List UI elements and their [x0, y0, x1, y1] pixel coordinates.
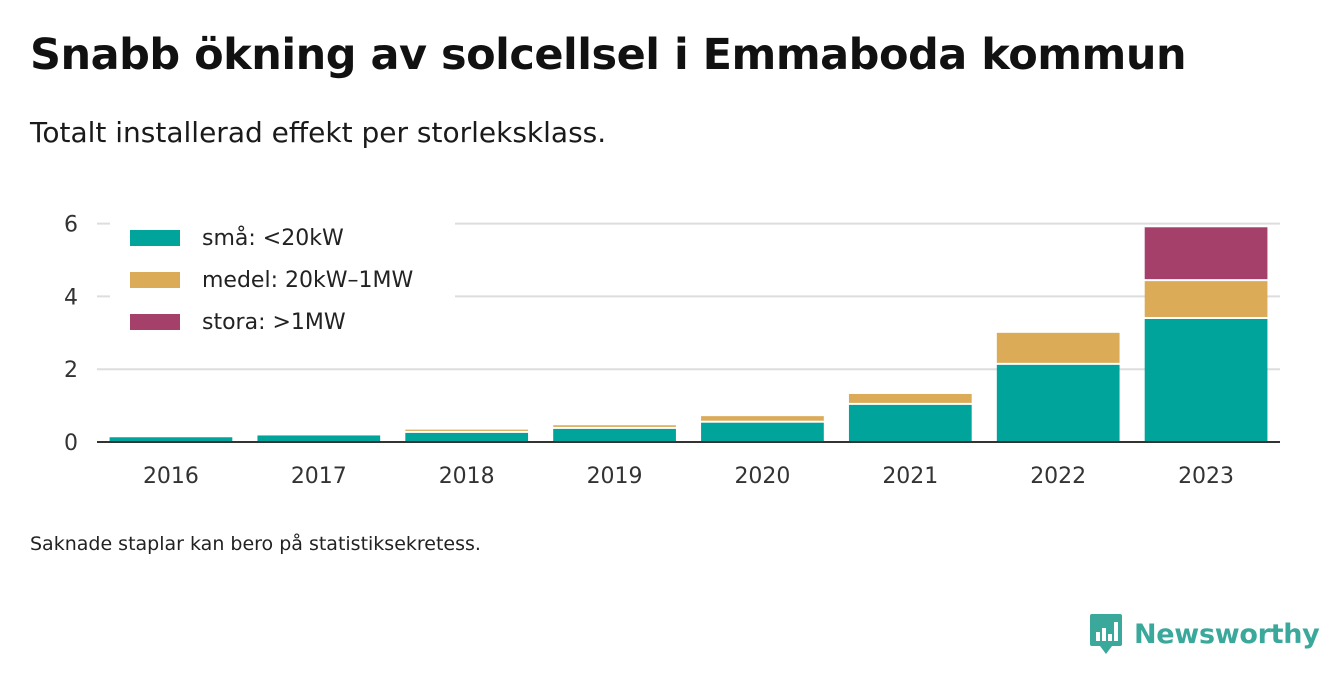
bar-segment — [405, 432, 529, 442]
x-tick-label: 2022 — [1030, 464, 1086, 489]
bar-segment — [405, 429, 529, 431]
legend-label: små: <20kW — [202, 225, 344, 251]
y-tick-label: 0 — [64, 431, 78, 456]
legend-swatch — [130, 272, 180, 288]
bars — [109, 227, 1268, 442]
newsworthy-logo-icon — [1090, 614, 1122, 654]
x-tick-label: 2018 — [439, 464, 495, 489]
bar-segment — [257, 435, 381, 442]
bar-segment — [701, 422, 824, 442]
bar-segment — [1144, 281, 1268, 317]
legend: små: <20kW medel: 20kW–1MW stora: >1MW — [110, 215, 455, 345]
y-tick-label: 6 — [64, 213, 78, 238]
bar-segment — [701, 416, 824, 421]
brand-name: Newsworthy — [1134, 618, 1320, 650]
brand: Newsworthy — [1088, 612, 1320, 656]
x-tick-label: 2020 — [734, 464, 790, 489]
legend-swatch — [130, 230, 180, 246]
x-tick-label: 2023 — [1178, 464, 1234, 489]
bar-segment — [553, 428, 676, 442]
y-axis-ticks: 0 2 4 6 — [64, 213, 78, 456]
y-tick-label: 4 — [64, 285, 78, 310]
legend-swatch — [130, 314, 180, 330]
x-tick-label: 2017 — [291, 464, 347, 489]
chart-title: Snabb ökning av solcellsel i Emmaboda ko… — [30, 30, 1187, 80]
x-tick-label: 2019 — [587, 464, 643, 489]
footnote: Saknade staplar kan bero på statistiksek… — [30, 533, 481, 555]
stacked-bar-chart: 0 2 4 6 2016 2017 2018 2019 2020 2021 2022 2023 sm… — [64, 213, 1280, 489]
bar-segment — [1144, 318, 1268, 442]
bar-segment — [848, 404, 972, 442]
legend-label: medel: 20kW–1MW — [202, 268, 413, 293]
y-tick-label: 2 — [64, 358, 78, 383]
legend-label: stora: >1MW — [202, 310, 346, 335]
x-tick-label: 2016 — [143, 464, 199, 489]
bar-segment — [109, 437, 233, 442]
x-tick-label: 2021 — [882, 464, 938, 489]
chart-subtitle: Totalt installerad effekt per storlekskl… — [30, 116, 607, 149]
bar-segment — [996, 364, 1120, 442]
bar-segment — [996, 332, 1120, 363]
bar-segment — [553, 425, 676, 427]
x-axis-ticks: 2016 2017 2018 2019 2020 2021 2022 2023 — [143, 464, 1234, 489]
bar-segment — [848, 393, 972, 403]
bar-segment — [1144, 227, 1268, 280]
